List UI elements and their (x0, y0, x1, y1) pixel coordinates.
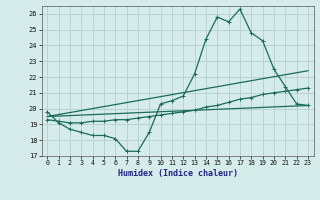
X-axis label: Humidex (Indice chaleur): Humidex (Indice chaleur) (118, 169, 237, 178)
